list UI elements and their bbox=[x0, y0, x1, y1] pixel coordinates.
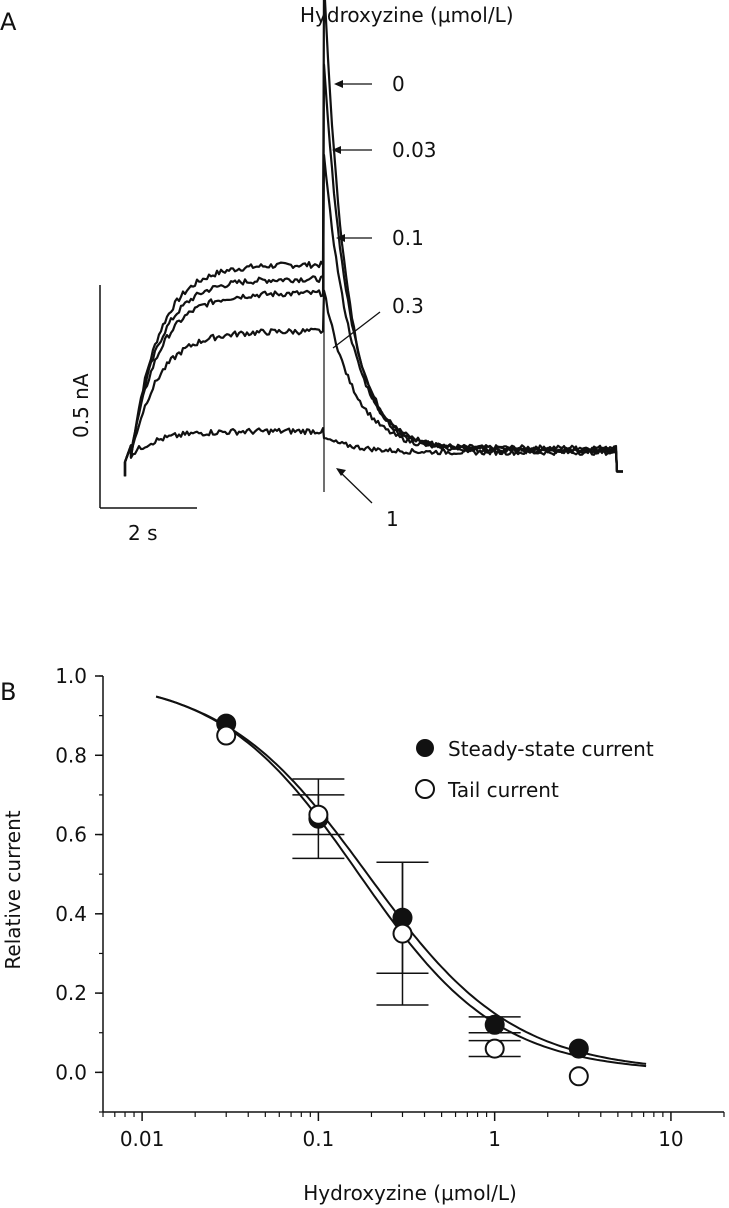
y-tick-label: 0.2 bbox=[55, 981, 87, 1005]
y-tick-label: 0.0 bbox=[55, 1060, 87, 1084]
y-tick-label: 1.0 bbox=[55, 664, 87, 688]
panel-b-label: B bbox=[0, 678, 16, 706]
scale-bar-time-label: 2 s bbox=[128, 521, 158, 545]
point-tail bbox=[484, 1038, 505, 1059]
y-ticks: 0.0 0.2 0.4 0.6 0.8 1.0 bbox=[55, 664, 103, 1113]
arrowhead-0 bbox=[334, 80, 343, 88]
point-steady-state bbox=[484, 1014, 505, 1035]
trace-03 bbox=[123, 289, 623, 477]
arrowhead-01 bbox=[336, 234, 345, 242]
panel-a-top-label: Hydroxyzine (μmol/L) bbox=[300, 3, 514, 27]
x-tick-label: 10 bbox=[658, 1127, 683, 1151]
y-tick-label: 0.8 bbox=[55, 743, 87, 767]
current-traces bbox=[123, 0, 623, 477]
trace-01 bbox=[123, 153, 623, 477]
arrow-1 bbox=[337, 469, 373, 504]
point-tail bbox=[568, 1066, 589, 1087]
x-axis-label: Hydroxyzine (μmol/L) bbox=[303, 1181, 517, 1205]
panel-b: B 0.0 0.2 0.4 0.6 0.8 1.0 0.01 0.1 1 10 Relative… bbox=[0, 664, 725, 1205]
panel-a-label: A bbox=[0, 8, 17, 36]
point-tail bbox=[308, 804, 329, 825]
trace-0 bbox=[123, 0, 623, 477]
arrowhead-1 bbox=[336, 468, 346, 476]
x-tick-label: 0.01 bbox=[120, 1127, 165, 1151]
x-ticks: 0.01 0.1 1 10 bbox=[102, 1112, 725, 1151]
label-conc-003: 0.03 bbox=[392, 138, 437, 162]
scale-bar-current-label: 0.5 nA bbox=[69, 373, 93, 438]
point-steady-state bbox=[568, 1038, 589, 1059]
y-tick-label: 0.4 bbox=[55, 902, 87, 926]
data-points bbox=[216, 713, 589, 1087]
arrow-03 bbox=[332, 311, 381, 349]
trace-1 bbox=[123, 427, 623, 477]
panel-a: A Hydroxyzine (μmol/L) 0.5 nA 2 s 0 0.03… bbox=[0, 0, 623, 545]
y-axis-label: Relative current bbox=[1, 810, 25, 969]
label-conc-1: 1 bbox=[386, 507, 399, 531]
label-conc-01: 0.1 bbox=[392, 226, 424, 250]
trace-003 bbox=[123, 63, 623, 477]
legend: Steady-state current Tail current bbox=[415, 737, 654, 802]
concentration-labels: 0 0.03 0.1 0.3 1 bbox=[332, 72, 437, 531]
legend-tail-label: Tail current bbox=[447, 778, 559, 802]
arrowhead-003 bbox=[332, 146, 341, 154]
legend-steady-label: Steady-state current bbox=[448, 737, 654, 761]
legend-open-marker bbox=[415, 779, 435, 799]
legend-filled-marker bbox=[416, 739, 434, 757]
point-tail bbox=[392, 923, 413, 944]
label-conc-0: 0 bbox=[392, 72, 405, 96]
label-conc-03: 0.3 bbox=[392, 294, 424, 318]
x-tick-label: 1 bbox=[488, 1127, 501, 1151]
x-tick-label: 0.1 bbox=[302, 1127, 334, 1151]
point-tail bbox=[216, 725, 237, 746]
y-tick-label: 0.6 bbox=[55, 823, 87, 847]
